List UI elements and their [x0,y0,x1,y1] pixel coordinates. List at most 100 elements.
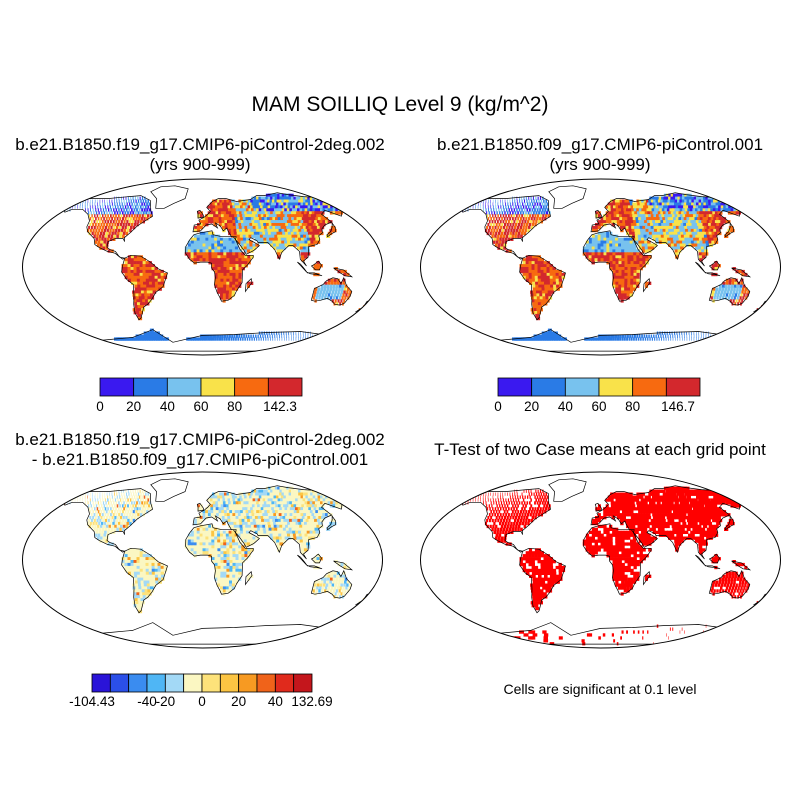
grid-cell [656,337,658,341]
grid-cell [250,521,255,526]
grid-cell [217,545,221,549]
grid-cell [140,510,143,514]
grid-cell [540,269,544,274]
grid-cell [94,524,97,529]
grid-cell [211,539,215,543]
grid-cell [154,281,159,285]
grid-cell [274,492,279,496]
grid-cell [609,252,613,256]
grid-cell [231,290,235,294]
grid-cell [627,284,631,288]
grid-cell [214,272,218,277]
grid-cell [260,196,265,200]
grid-cell [242,507,246,511]
grid-cell [288,510,293,514]
grid-cell [501,217,503,221]
grid-cell [540,211,543,215]
grid-cell [97,202,98,206]
grid-cell [682,214,687,218]
grid-cell [97,516,100,520]
grid-cell [549,264,553,268]
grid-cell [252,243,256,247]
grid-cell [220,211,225,215]
grid-cell [208,246,212,250]
grid-cell [300,234,305,238]
grid-cell [231,211,235,215]
grid-cell [522,264,526,268]
grid-cell [223,246,227,250]
grid-cell [219,296,223,300]
grid-cell [232,267,236,271]
grid-cell [289,507,295,511]
grid-cell [597,243,601,247]
grid-cell [648,217,653,221]
grid-cell [216,492,221,496]
grid-cell [736,287,739,291]
grid-cell [682,243,687,247]
grid-cell [145,299,149,303]
grid-cell [194,518,198,523]
grid-cell [288,234,293,238]
grid-cell [311,518,316,523]
grid-cell [530,225,534,230]
grid-cell [243,223,248,227]
grid-cell [491,220,494,224]
grid-cell [304,217,310,221]
grid-cell [291,225,296,230]
grid-cell [244,518,249,523]
grid-cell [492,202,494,206]
grid-cell [334,199,340,203]
grid-cell [259,220,264,224]
grid-cell [636,249,640,253]
grid-cell [123,507,126,511]
grid-cell [244,551,248,555]
grid-cell [90,501,91,505]
grid-cell [98,530,101,534]
grid-cell [338,287,341,291]
grid-cell [266,237,270,241]
grid-cell [720,220,725,224]
grid-cell [533,296,538,300]
grid-cell [106,516,109,520]
grid-cell [193,249,197,253]
grid-cell [279,249,284,253]
grid-cell [658,205,663,209]
grid-cell [102,234,105,238]
grid-cell [615,252,619,256]
grid-cell [673,225,677,230]
grid-cell [136,501,138,505]
grid-cell [212,334,215,338]
grid-cell [656,214,660,218]
grid-cell [143,217,146,221]
grid-cell [290,205,295,209]
grid-cell [121,492,123,496]
grid-cell [339,302,342,306]
grid-cell [207,217,212,221]
grid-cell [655,205,660,209]
grid-cell [130,557,134,561]
figure-title: MAM SOILLIQ Level 9 (kg/m^2) [251,93,549,116]
grid-cell [196,533,200,537]
grid-cell [615,261,619,265]
grid-cell [543,269,547,274]
grid-cell [246,211,251,215]
grid-cell [543,299,547,303]
grid-cell [124,264,128,268]
grid-cell [251,501,255,505]
grid-cell [283,510,288,514]
grid-cell [670,217,675,221]
grid-cell [134,284,139,288]
grid-cell [224,510,228,514]
grid-cell [266,214,271,218]
grid-cell [727,284,731,288]
grid-cell [115,513,118,517]
grid-cell [651,228,655,233]
grid-cell [146,281,150,285]
grid-cell [541,284,545,288]
grid-cell [647,243,651,247]
grid-cell [536,202,539,206]
grid-cell [651,208,656,212]
grid-cell [227,498,231,502]
grid-cell [694,243,699,247]
grid-cell [636,281,640,285]
